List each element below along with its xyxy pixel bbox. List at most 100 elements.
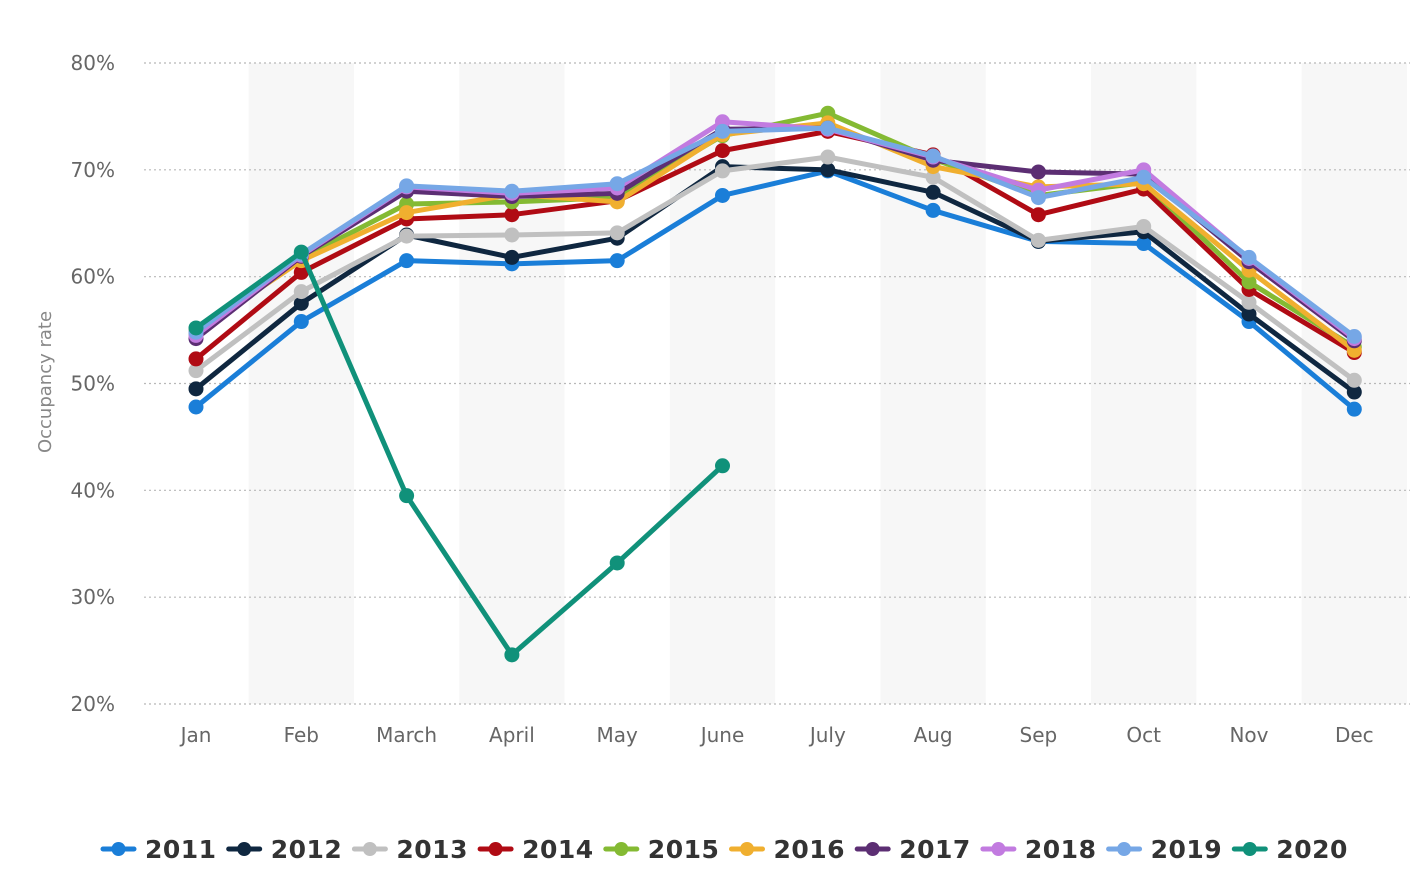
data-point[interactable] — [188, 381, 204, 397]
data-point[interactable] — [715, 187, 730, 203]
x-tick-label: Sep — [1020, 723, 1058, 747]
data-point[interactable] — [399, 228, 415, 244]
legend-item-2011[interactable]: 2011 — [100, 835, 217, 864]
data-point[interactable] — [1241, 249, 1257, 265]
x-tick-label: Nov — [1229, 723, 1268, 747]
legend-item-2017[interactable]: 2017 — [854, 835, 971, 864]
x-tick-label: June — [699, 723, 745, 747]
data-point[interactable] — [1346, 401, 1362, 417]
series-line — [193, 128, 1357, 362]
series-lines — [188, 105, 1362, 663]
legend-item-2013[interactable]: 2013 — [351, 835, 468, 864]
data-point[interactable] — [293, 295, 309, 311]
data-point[interactable] — [1136, 169, 1152, 185]
data-point[interactable] — [715, 143, 730, 159]
data-point[interactable] — [609, 253, 625, 269]
data-point[interactable] — [715, 458, 730, 474]
y-tick-label: 60% — [71, 265, 115, 289]
legend-item-2015[interactable]: 2015 — [603, 835, 720, 864]
data-point[interactable] — [504, 249, 520, 265]
legend-swatch-dot — [740, 842, 754, 856]
x-tick-label: Dec — [1335, 723, 1374, 747]
legend-swatch-dot — [237, 842, 252, 856]
legend-swatch-dot — [1117, 842, 1132, 856]
column-band — [248, 63, 354, 704]
y-tick-label: 20% — [71, 692, 115, 716]
data-point[interactable] — [1241, 294, 1257, 310]
y-tick-label: 30% — [71, 585, 115, 609]
data-point[interactable] — [293, 284, 309, 300]
data-point[interactable] — [1346, 328, 1362, 344]
data-point[interactable] — [504, 207, 520, 223]
data-point[interactable] — [820, 162, 836, 178]
legend-label: 2016 — [774, 835, 846, 864]
y-tick-label: 50% — [71, 372, 115, 396]
legend-swatch-dot — [362, 842, 377, 856]
data-point[interactable] — [188, 320, 204, 336]
data-point[interactable] — [1136, 218, 1152, 234]
data-point[interactable] — [820, 120, 836, 136]
series-line — [193, 249, 725, 658]
data-point[interactable] — [609, 555, 625, 571]
legend-label: 2011 — [145, 835, 217, 864]
data-point[interactable] — [1241, 274, 1257, 290]
data-point[interactable] — [1030, 190, 1046, 206]
data-point[interactable] — [820, 149, 836, 165]
data-point[interactable] — [399, 178, 415, 194]
legend-label: 2018 — [1025, 835, 1097, 864]
data-point[interactable] — [504, 227, 520, 243]
x-tick-label: May — [597, 723, 639, 747]
data-point[interactable] — [1136, 236, 1152, 252]
data-point[interactable] — [399, 253, 415, 269]
legend-item-2012[interactable]: 2012 — [226, 835, 343, 864]
series-2013 — [188, 149, 1362, 388]
legend-swatch-dot — [991, 842, 1006, 856]
legend-item-2016[interactable]: 2016 — [729, 835, 846, 864]
data-point[interactable] — [715, 163, 730, 179]
y-axis-tick-labels: 20% 30% 40% 50% 60% 70% 80% — [71, 51, 115, 716]
data-point[interactable] — [925, 184, 941, 200]
data-point[interactable] — [399, 205, 415, 221]
legend-swatch-dot — [614, 842, 629, 856]
data-point[interactable] — [188, 363, 204, 379]
data-point[interactable] — [925, 202, 941, 218]
legend-swatch-dot — [488, 842, 503, 856]
data-point[interactable] — [1346, 384, 1362, 400]
series-2020 — [188, 244, 730, 663]
data-point[interactable] — [1030, 164, 1046, 180]
data-point[interactable] — [293, 264, 309, 280]
x-tick-label: July — [808, 723, 846, 747]
y-tick-label: 70% — [71, 158, 115, 182]
data-point[interactable] — [715, 123, 730, 139]
data-point[interactable] — [188, 351, 204, 367]
data-point[interactable] — [609, 176, 625, 192]
data-point[interactable] — [1030, 207, 1046, 223]
legend-item-2020[interactable]: 2020 — [1231, 835, 1348, 864]
data-point[interactable] — [293, 314, 309, 330]
data-point[interactable] — [504, 183, 520, 199]
legend-item-2019[interactable]: 2019 — [1106, 835, 1223, 864]
legend-item-2014[interactable]: 2014 — [477, 835, 594, 864]
data-point[interactable] — [188, 399, 204, 415]
series-line — [193, 125, 1357, 339]
x-axis-tick-labels: Jan Feb March April May June July Aug Sep Oct Nov D… — [179, 723, 1374, 747]
y-axis-title: Occupancy rate — [35, 311, 56, 453]
data-point[interactable] — [1030, 232, 1046, 248]
data-point[interactable] — [399, 488, 415, 504]
legend-label: 2017 — [899, 835, 971, 864]
y-tick-label: 80% — [71, 51, 115, 75]
data-point[interactable] — [504, 647, 520, 663]
data-point[interactable] — [1241, 306, 1257, 322]
data-point[interactable] — [609, 225, 625, 241]
x-tick-label: Oct — [1126, 723, 1161, 747]
legend-item-2018[interactable]: 2018 — [980, 835, 1097, 864]
legend-label: 2014 — [522, 835, 594, 864]
data-point[interactable] — [925, 148, 941, 164]
data-point[interactable] — [1346, 372, 1362, 388]
x-tick-label: Jan — [179, 723, 212, 747]
legend-swatch-dot — [1242, 842, 1257, 856]
x-tick-label: Aug — [914, 723, 953, 747]
data-point[interactable] — [293, 244, 309, 260]
x-tick-label: March — [376, 723, 437, 747]
data-point[interactable] — [925, 169, 941, 185]
